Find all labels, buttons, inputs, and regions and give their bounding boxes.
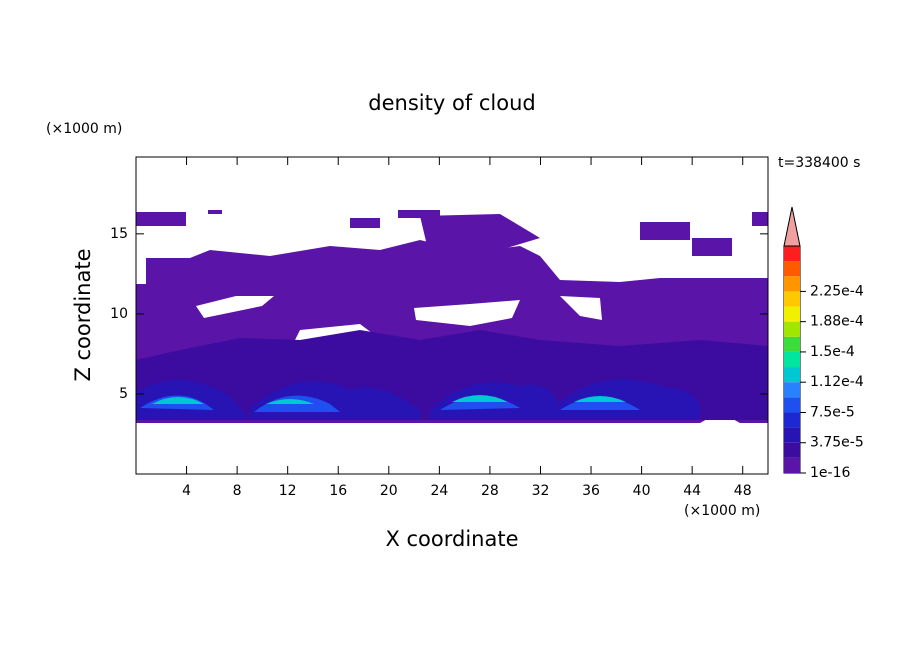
y-unit: (×1000 m): [46, 121, 122, 137]
x-tick-label: 48: [734, 483, 752, 499]
cloud-hole: [196, 296, 666, 386]
colorbar-band: [784, 457, 800, 473]
colorbar-band: [784, 321, 800, 337]
colorbar-band: [784, 397, 800, 413]
colorbar-band: [784, 306, 800, 322]
x-tick-label: 24: [430, 483, 448, 499]
chart-title: density of cloud: [368, 91, 535, 115]
colorbar-band: [784, 412, 800, 428]
contour-region: [152, 395, 626, 404]
x-tick-label: 36: [582, 483, 600, 499]
colorbar-label: 1.88e-4: [810, 314, 864, 330]
x-tick-label: 20: [380, 483, 398, 499]
y-tick-label: 10: [110, 306, 128, 322]
contour-field: [136, 210, 768, 423]
colorbar-label: 2.25e-4: [810, 283, 864, 299]
colorbar-label: 1.12e-4: [810, 374, 864, 390]
colorbar-label: 7.5e-5: [810, 404, 855, 420]
y-tick-label: 5: [119, 386, 128, 402]
colorbar-band: [784, 291, 800, 307]
x-tick-label: 16: [329, 483, 347, 499]
x-tick-label: 4: [182, 483, 191, 499]
colorbar-band: [784, 427, 800, 443]
colorbar-band: [784, 382, 800, 398]
x-tick-label: 12: [279, 483, 297, 499]
colorbar-band: [784, 261, 800, 277]
colorbar-band: [784, 276, 800, 292]
x-tick-label: 44: [683, 483, 701, 499]
colorbar-band: [784, 351, 800, 368]
colorbar-band: [784, 336, 800, 352]
x-tick-label: 28: [481, 483, 499, 499]
time-label: t=338400 s: [778, 155, 860, 171]
x-tick-label: 8: [233, 483, 242, 499]
x-unit: (×1000 m): [684, 503, 760, 519]
x-tick-label: 32: [532, 483, 550, 499]
contour-region: [136, 210, 768, 268]
colorbar-arrow: [783, 206, 801, 247]
plot-frame: [135, 156, 769, 475]
colorbar-band: [784, 442, 800, 458]
x-axis-label: X coordinate: [385, 527, 518, 551]
contour-region: [140, 395, 640, 412]
colorbar-band: [784, 367, 800, 383]
colorbar-label: 1.5e-4: [810, 344, 855, 360]
colorbar-label: 1e-16: [810, 465, 850, 481]
colorbar-label: 3.75e-5: [810, 435, 864, 451]
y-axis-label: Z coordinate: [71, 248, 95, 381]
colorbar-band: [784, 246, 800, 262]
y-tick-label: 15: [110, 226, 128, 242]
x-tick-label: 40: [633, 483, 651, 499]
